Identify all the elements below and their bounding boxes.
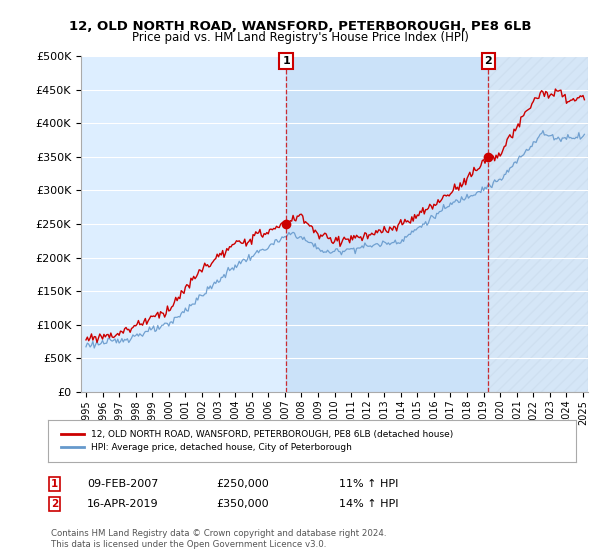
Text: 16-APR-2019: 16-APR-2019 [87, 499, 158, 509]
Bar [286, 56, 488, 392]
Bar [488, 56, 588, 392]
Text: 12, OLD NORTH ROAD, WANSFORD, PETERBOROUGH, PE8 6LB: 12, OLD NORTH ROAD, WANSFORD, PETERBOROU… [69, 20, 531, 32]
Text: Price paid vs. HM Land Registry's House Price Index (HPI): Price paid vs. HM Land Registry's House … [131, 31, 469, 44]
Legend: 12, OLD NORTH ROAD, WANSFORD, PETERBOROUGH, PE8 6LB (detached house), HPI: Avera: 12, OLD NORTH ROAD, WANSFORD, PETERBOROU… [58, 426, 457, 456]
Text: Contains HM Land Registry data © Crown copyright and database right 2024.
This d: Contains HM Land Registry data © Crown c… [51, 529, 386, 549]
Text: 1: 1 [51, 479, 58, 489]
Text: 1: 1 [282, 56, 290, 66]
Text: 2: 2 [51, 499, 58, 509]
Text: 14% ↑ HPI: 14% ↑ HPI [339, 499, 398, 509]
Text: 11% ↑ HPI: 11% ↑ HPI [339, 479, 398, 489]
Text: £350,000: £350,000 [216, 499, 269, 509]
Text: 2: 2 [485, 56, 492, 66]
Text: £250,000: £250,000 [216, 479, 269, 489]
Text: 09-FEB-2007: 09-FEB-2007 [87, 479, 158, 489]
